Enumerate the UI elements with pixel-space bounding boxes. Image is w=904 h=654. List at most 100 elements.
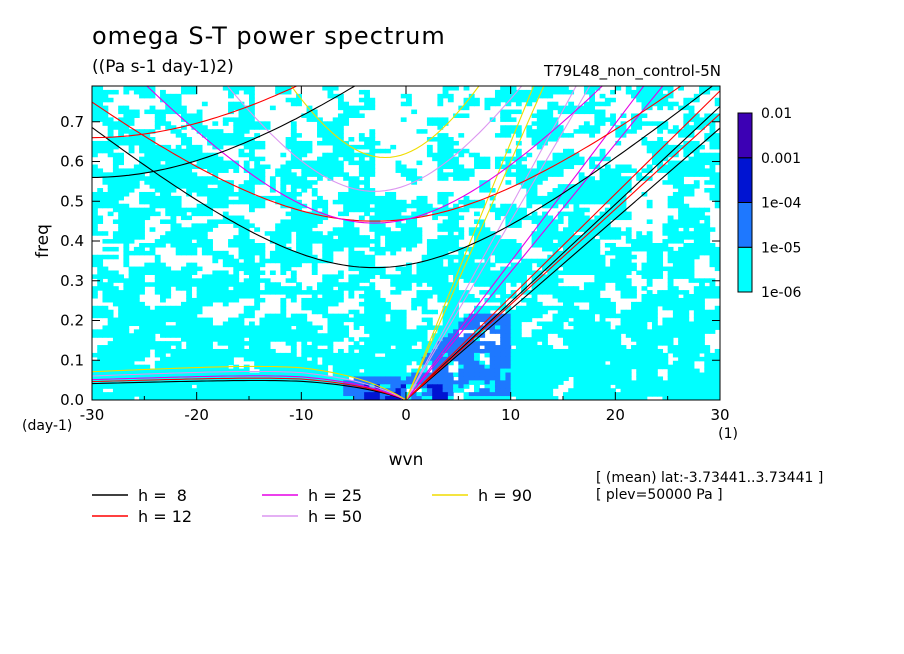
- heat-cell: [306, 235, 313, 240]
- heat-cell: [667, 278, 674, 283]
- heat-cell: [542, 337, 548, 342]
- heat-cell: [531, 168, 538, 173]
- heat-cell: [542, 117, 548, 122]
- heat-cell: [254, 301, 261, 307]
- heat-cell: [463, 297, 470, 303]
- heat-cell: [160, 109, 166, 115]
- heat-cell: [416, 227, 423, 232]
- heat-cell: [594, 239, 601, 244]
- heat-cell: [327, 125, 334, 130]
- heat-cell: [589, 352, 595, 358]
- heat-cell: [521, 168, 527, 173]
- heat-cell: [542, 203, 548, 209]
- heat-cell: [636, 301, 643, 307]
- heat-cell: [112, 317, 119, 323]
- heat-cell: [97, 113, 104, 118]
- heat-cell: [212, 199, 219, 205]
- heat-cell: [615, 133, 622, 138]
- heat-cell: [254, 121, 261, 126]
- heat-cell: [536, 129, 543, 134]
- heat-cell: [458, 294, 465, 299]
- heat-cell: [285, 290, 292, 295]
- heat-cell: [447, 337, 454, 342]
- heat-cell: [447, 231, 454, 236]
- heat-cell: [672, 125, 679, 130]
- heat-cell: [678, 219, 684, 224]
- heat-cell: [437, 121, 444, 126]
- heat-cell: [217, 290, 224, 295]
- heat-cell: [699, 211, 705, 217]
- heat-cell: [133, 223, 140, 228]
- heat-cell: [406, 270, 412, 275]
- heat-cell: [646, 93, 653, 99]
- heat-cell: [578, 262, 585, 268]
- heat-cell: [672, 313, 679, 319]
- heat-cell: [306, 246, 313, 252]
- heat-cell: [709, 180, 716, 185]
- heat-cell: [442, 294, 449, 299]
- heat-cell: [557, 168, 564, 173]
- heat-cell: [144, 317, 151, 323]
- heat-cell: [536, 290, 543, 295]
- heat-cell: [196, 191, 203, 197]
- heat-cell: [170, 305, 177, 311]
- heat-cell: [238, 191, 245, 197]
- heat-cell: [494, 274, 501, 279]
- heat-cell: [589, 239, 595, 244]
- heat-cell: [526, 313, 533, 319]
- heat-cell: [683, 325, 690, 330]
- heat-cell: [128, 305, 135, 311]
- heat-cell: [515, 250, 522, 256]
- heat-cell: [97, 86, 104, 91]
- heat-cell: [369, 282, 376, 287]
- heat-cell: [191, 250, 198, 256]
- heat-cell: [191, 246, 198, 252]
- heat-cell: [610, 89, 616, 95]
- heat-cell: [107, 176, 114, 181]
- heat-cell: [610, 97, 616, 103]
- heat-cell: [526, 89, 533, 95]
- heat-cell: [536, 333, 543, 338]
- heat-cell: [301, 235, 308, 240]
- heat-cell: [369, 168, 376, 173]
- heat-cell: [573, 195, 580, 201]
- heat-cell: [285, 199, 292, 205]
- heat-cell: [536, 86, 543, 91]
- heat-cell: [259, 356, 266, 362]
- heat-cell: [500, 333, 507, 338]
- heat-cell: [306, 105, 313, 111]
- heat-cell: [395, 231, 402, 236]
- heat-cell: [107, 341, 114, 346]
- heat-cell: [238, 223, 245, 228]
- heat-cell: [615, 313, 622, 319]
- heat-cell: [139, 129, 145, 134]
- heat-cell: [364, 309, 370, 315]
- heat-cell: [285, 235, 292, 240]
- heat-cell: [547, 270, 554, 275]
- heat-cell: [228, 89, 234, 95]
- heat-cell: [646, 246, 653, 252]
- heat-cell: [699, 231, 705, 236]
- heat-cell: [500, 329, 507, 334]
- heat-cell: [515, 172, 522, 177]
- heat-cell: [107, 148, 114, 154]
- heat-cell: [196, 297, 203, 303]
- heat-cell: [369, 262, 376, 268]
- heat-cell: [447, 152, 454, 158]
- heat-cell: [369, 172, 376, 177]
- heat-cell: [693, 278, 700, 283]
- heat-cell: [563, 211, 569, 217]
- heat-cell: [212, 348, 219, 354]
- heat-cell: [515, 274, 522, 279]
- heat-cell: [275, 168, 281, 173]
- heat-cell: [275, 325, 281, 330]
- heat-cell: [275, 286, 281, 291]
- heat-cell: [154, 282, 161, 287]
- heat-cell: [165, 294, 172, 299]
- heat-cell: [264, 356, 271, 362]
- heat-cell: [201, 352, 208, 358]
- heat-cell: [510, 211, 517, 217]
- heat-cell: [646, 243, 653, 248]
- heat-cell: [337, 152, 344, 158]
- heat-cell: [364, 329, 370, 334]
